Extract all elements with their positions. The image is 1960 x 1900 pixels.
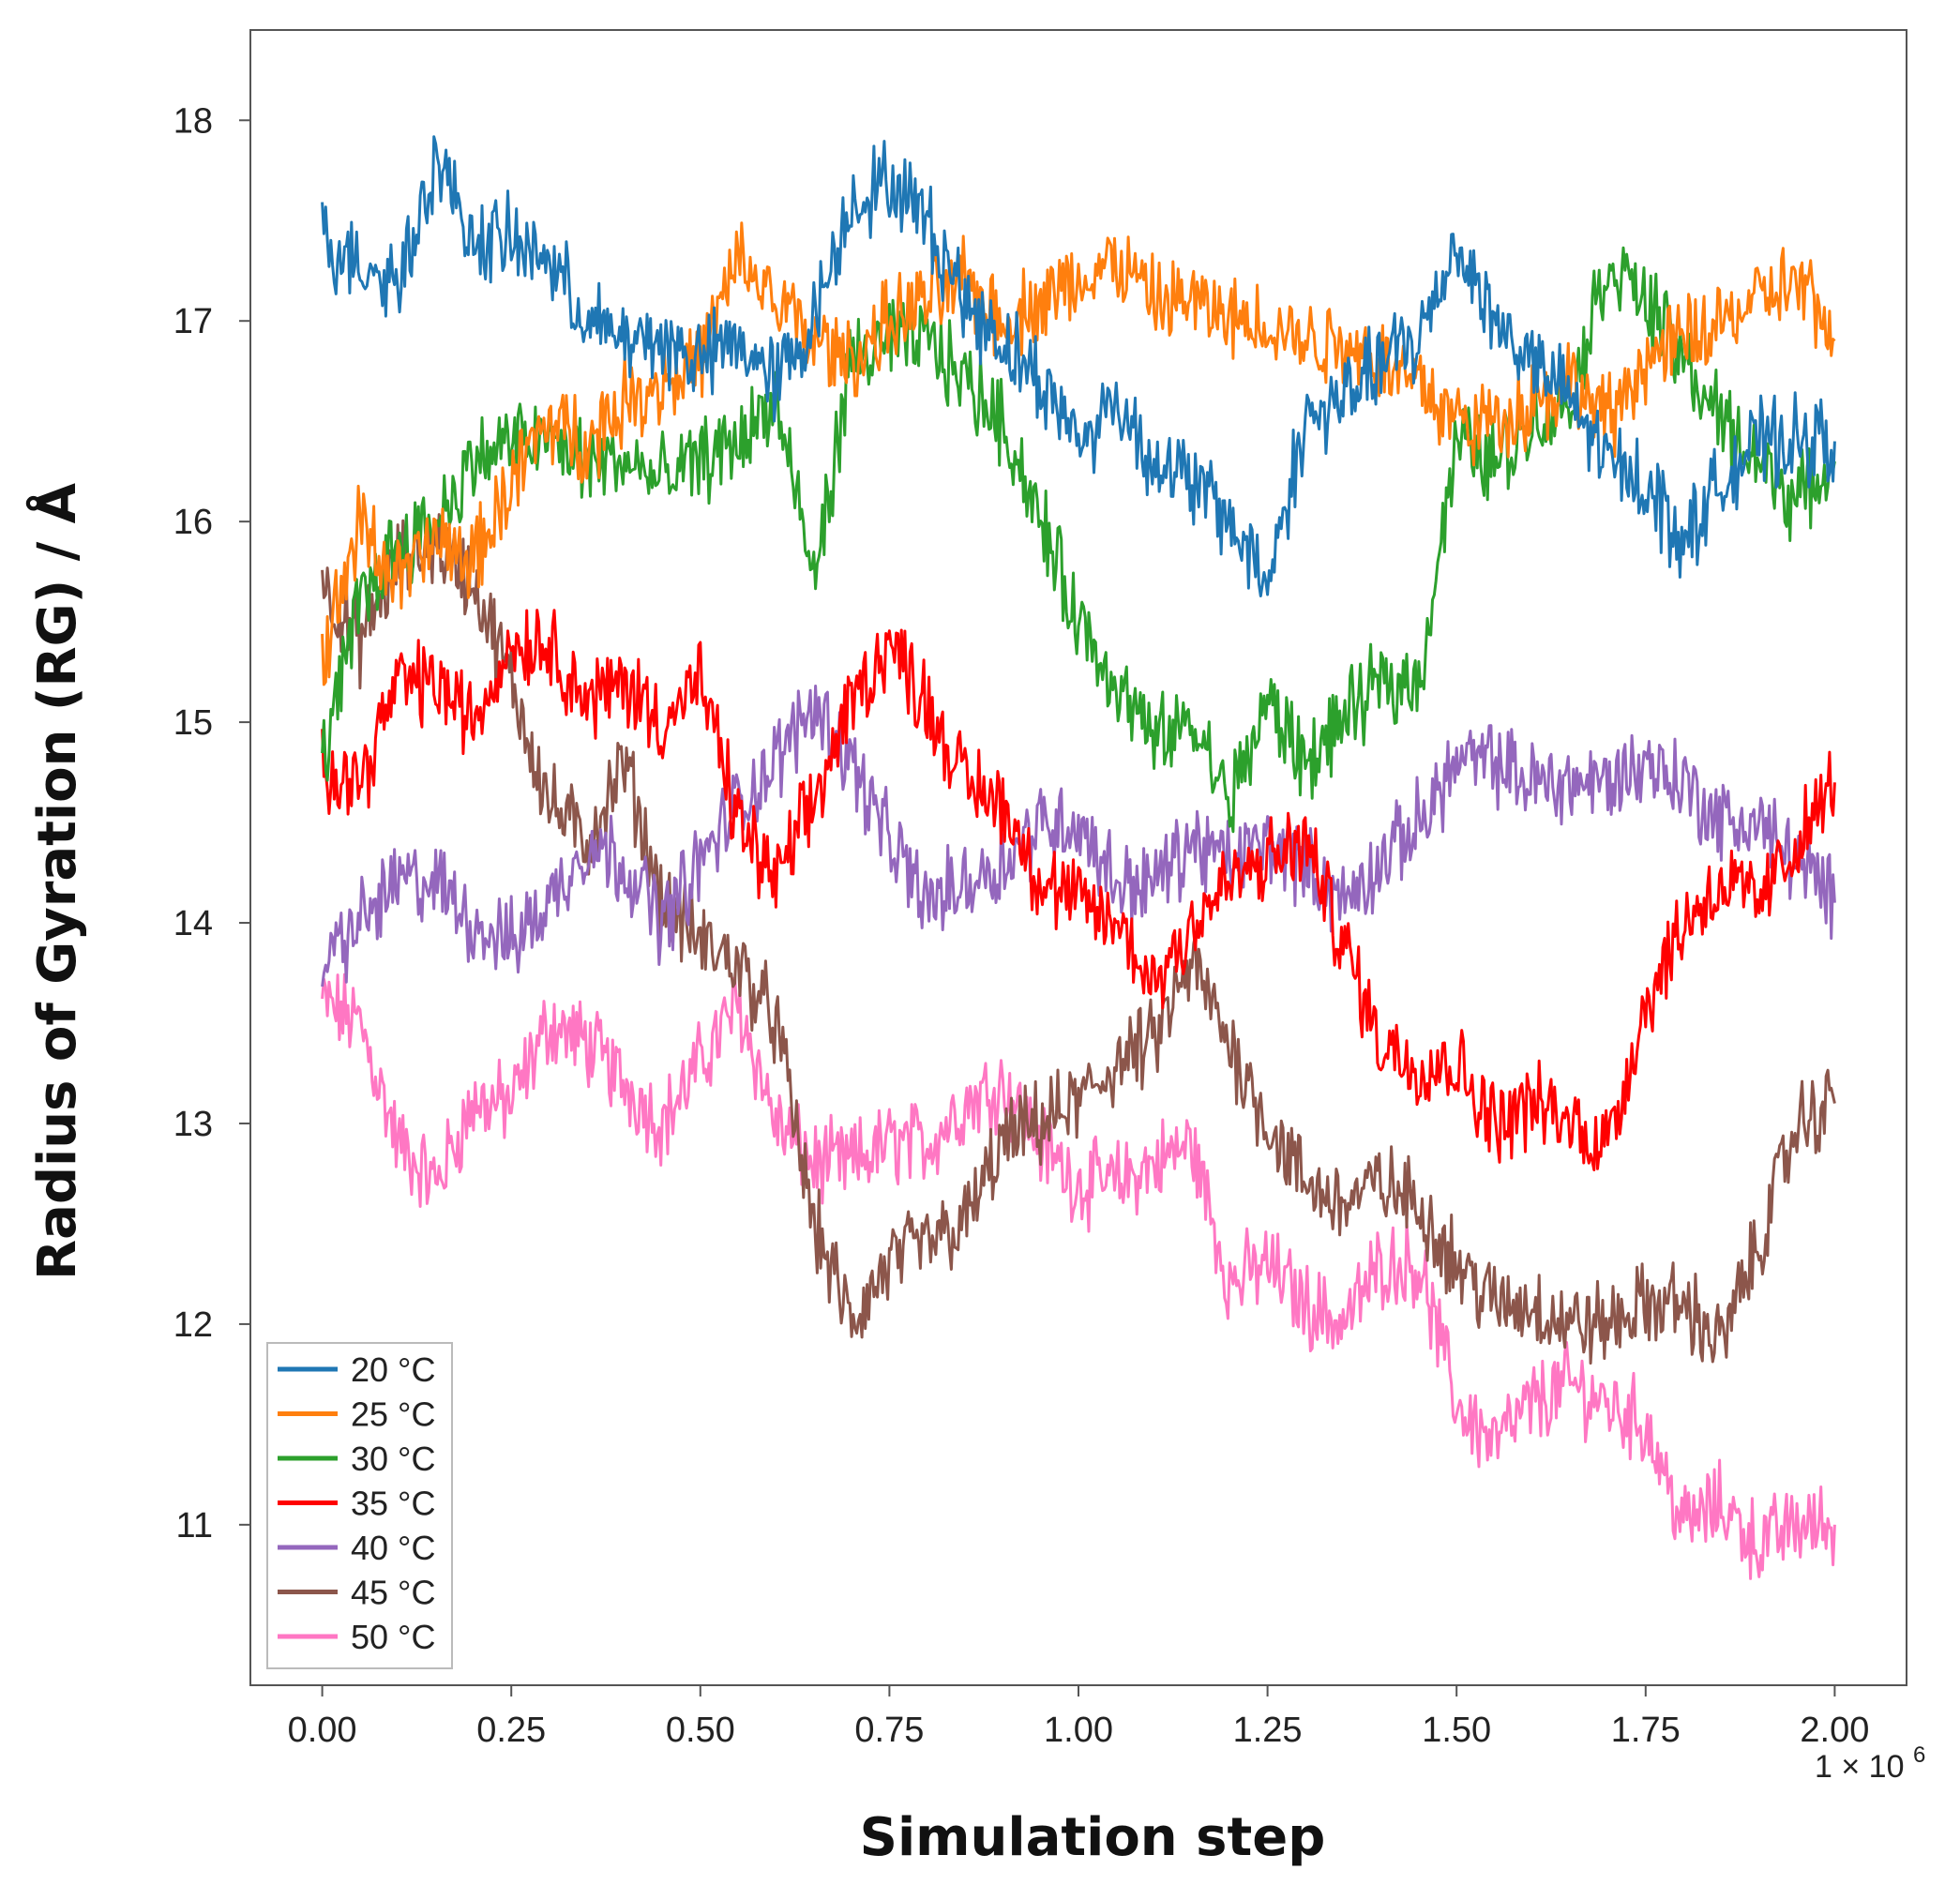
y-tick-label: 11 — [176, 1506, 213, 1546]
series-line-40c — [321, 685, 1836, 988]
x-tick-label: 2.00 — [1800, 1711, 1869, 1750]
x-tick-label: 1.25 — [1233, 1711, 1303, 1750]
y-tick-label: 18 — [173, 101, 213, 141]
legend-label: 50 °C — [351, 1618, 435, 1656]
series-line-50c — [321, 973, 1836, 1580]
series-line-30c — [321, 246, 1836, 834]
y-ticks: 11 12 13 14 15 16 17 18 — [173, 101, 250, 1546]
series-line-35c — [321, 609, 1836, 1171]
x-multiplier-base: 1 × 10 — [1815, 1749, 1904, 1785]
x-ticks: 0.00 0.25 0.50 0.75 1.00 1.25 1.50 1.75 2.00 — [288, 1685, 1869, 1750]
legend: 20 °C 25 °C 30 °C 35 °C 40 °C 45 °C 50 °C — [266, 1342, 453, 1669]
x-multiplier-exponent: 6 — [1913, 1742, 1925, 1768]
legend-label: 30 °C — [351, 1440, 435, 1478]
legend-label: 35 °C — [351, 1485, 435, 1523]
x-tick-label: 1.75 — [1611, 1711, 1681, 1750]
y-tick-label: 12 — [173, 1305, 213, 1345]
x-axis-title: Simulation step — [860, 1807, 1326, 1868]
x-tick-label: 1.00 — [1044, 1711, 1113, 1750]
legend-label: 20 °C — [351, 1350, 435, 1389]
series-line-20c — [321, 135, 1836, 597]
legend-box — [266, 1342, 453, 1669]
legend-label: 45 °C — [351, 1574, 435, 1612]
legend-label: 25 °C — [351, 1395, 435, 1434]
y-tick-label: 15 — [173, 703, 213, 743]
x-tick-label: 0.75 — [854, 1711, 924, 1750]
x-tick-label: 0.00 — [288, 1711, 357, 1750]
series-layer — [321, 135, 1836, 1580]
x-multiplier-label: 1 × 10 6 — [1815, 1742, 1925, 1785]
y-tick-label: 17 — [173, 302, 213, 341]
x-tick-label: 1.50 — [1422, 1711, 1491, 1750]
y-tick-label: 14 — [173, 904, 213, 943]
x-tick-label: 0.50 — [666, 1711, 735, 1750]
y-axis-title: Radius of Gyration (RG) / Å — [26, 482, 88, 1280]
series-line-25c — [321, 221, 1836, 686]
y-tick-label: 13 — [173, 1105, 213, 1144]
y-tick-label: 16 — [173, 503, 213, 542]
series-line-45c — [321, 510, 1836, 1365]
x-tick-label: 0.25 — [476, 1711, 546, 1750]
legend-label: 40 °C — [351, 1529, 435, 1567]
